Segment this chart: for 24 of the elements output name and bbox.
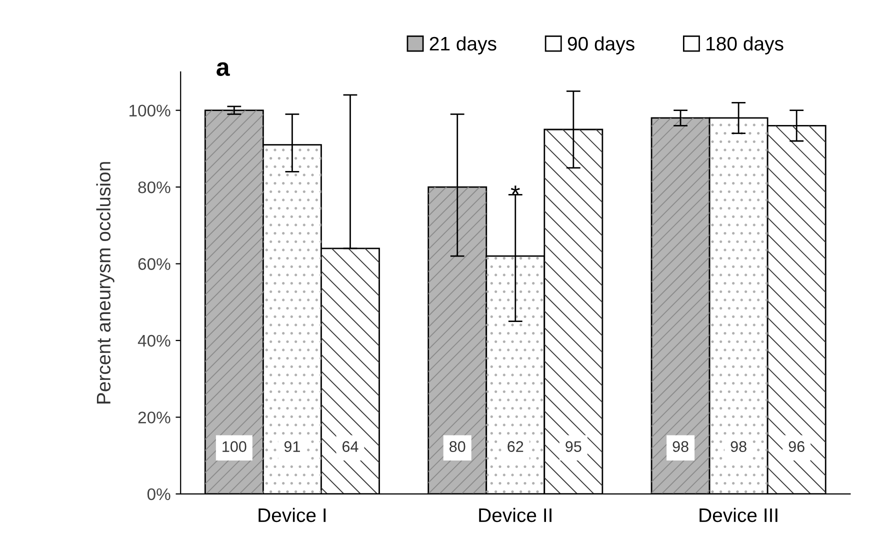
annotation: a	[216, 62, 230, 76]
data-label: 64	[342, 441, 358, 452]
data-label: 95	[566, 441, 582, 452]
data-label: 91	[284, 441, 300, 452]
data-label: 62	[508, 441, 524, 452]
y-tick-label: 80%	[138, 181, 170, 194]
data-label: 98	[730, 441, 746, 452]
legend-label: 90 days	[568, 36, 634, 54]
x-tick-label: Device II	[479, 508, 552, 522]
x-tick-label: Device III	[700, 508, 778, 522]
data-label: 80	[450, 441, 466, 452]
y-tick-label: 0%	[147, 488, 170, 500]
annotation: *	[510, 186, 520, 194]
y-tick-label: 40%	[138, 334, 170, 347]
data-label: 98	[672, 441, 688, 452]
y-tick-label: 20%	[138, 412, 170, 424]
x-tick-label: Device I	[258, 508, 326, 522]
y-tick-label: 100%	[130, 104, 170, 117]
legend-label: 21 days	[430, 36, 496, 54]
y-tick-label: 60%	[138, 258, 170, 270]
y-axis-title: Percent aneurysm occlusion	[96, 162, 114, 404]
data-label: 100	[222, 441, 246, 452]
legend-label: 180 days	[706, 36, 784, 54]
data-label: 96	[788, 441, 804, 452]
